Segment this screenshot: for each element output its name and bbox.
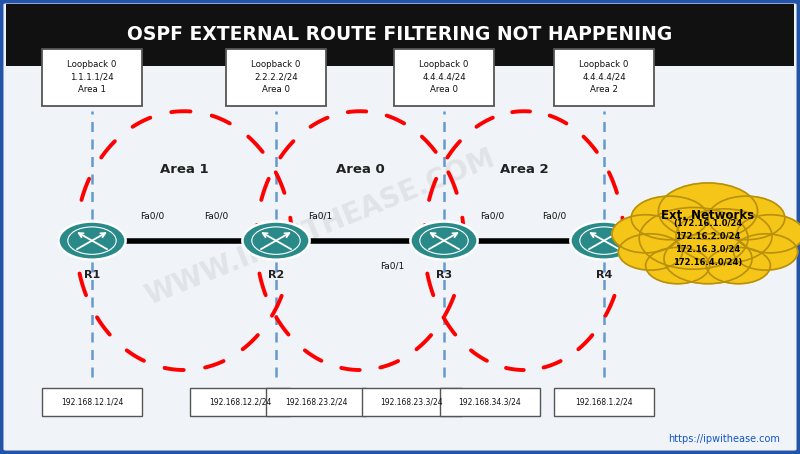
Text: Loopback 0
1.1.1.1/24
Area 1: Loopback 0 1.1.1.1/24 Area 1 xyxy=(67,60,117,94)
Text: R3: R3 xyxy=(436,270,452,280)
Text: R2: R2 xyxy=(268,270,284,280)
Text: Area 1: Area 1 xyxy=(160,163,208,176)
Circle shape xyxy=(631,196,708,240)
FancyBboxPatch shape xyxy=(266,388,366,416)
Text: Area 0: Area 0 xyxy=(336,163,384,176)
Text: Area 2: Area 2 xyxy=(500,163,548,176)
Circle shape xyxy=(658,183,758,239)
Text: 192.168.34.3/24: 192.168.34.3/24 xyxy=(458,397,521,406)
Text: 192.168.23.3/24: 192.168.23.3/24 xyxy=(381,397,443,406)
Text: WWW.IPWITHEASE.COM: WWW.IPWITHEASE.COM xyxy=(141,144,499,310)
Circle shape xyxy=(612,215,679,253)
FancyBboxPatch shape xyxy=(226,49,326,105)
Circle shape xyxy=(242,222,310,260)
Circle shape xyxy=(646,247,710,284)
Circle shape xyxy=(58,222,126,260)
Circle shape xyxy=(676,209,772,263)
FancyBboxPatch shape xyxy=(42,49,142,105)
Text: OSPF EXTERNAL ROUTE FILTERING NOT HAPPENING: OSPF EXTERNAL ROUTE FILTERING NOT HAPPEN… xyxy=(127,25,673,44)
Circle shape xyxy=(570,222,638,260)
FancyBboxPatch shape xyxy=(6,4,794,66)
Circle shape xyxy=(737,215,800,253)
Text: Fa0/1: Fa0/1 xyxy=(308,211,332,220)
Text: Fa0/0: Fa0/0 xyxy=(480,211,504,220)
Text: Fa0/0: Fa0/0 xyxy=(542,211,566,220)
FancyBboxPatch shape xyxy=(362,388,462,416)
Text: (172.16.1.0/24
172.16.2.0/24
172.16.3.0/24
172.16.4.0/24): (172.16.1.0/24 172.16.2.0/24 172.16.3.0/… xyxy=(674,219,742,266)
Text: Fa0/0: Fa0/0 xyxy=(140,211,164,220)
Circle shape xyxy=(410,222,478,260)
FancyBboxPatch shape xyxy=(554,388,654,416)
Text: 192.168.23.2/24: 192.168.23.2/24 xyxy=(285,397,347,406)
Text: Fa0/1: Fa0/1 xyxy=(380,261,404,270)
FancyBboxPatch shape xyxy=(42,388,142,416)
Text: Fa0/0: Fa0/0 xyxy=(204,211,228,220)
Circle shape xyxy=(706,247,770,284)
Circle shape xyxy=(708,196,785,240)
FancyBboxPatch shape xyxy=(440,388,539,416)
Text: Ext. Networks: Ext. Networks xyxy=(662,209,754,222)
FancyBboxPatch shape xyxy=(394,49,494,105)
Circle shape xyxy=(639,207,748,269)
Circle shape xyxy=(734,234,798,270)
Text: https://ipwithease.com: https://ipwithease.com xyxy=(668,434,780,444)
Circle shape xyxy=(664,234,752,284)
Text: 192.168.12.1/24: 192.168.12.1/24 xyxy=(61,397,123,406)
Circle shape xyxy=(618,234,682,270)
Text: Loopback 0
4.4.4.4/24
Area 2: Loopback 0 4.4.4.4/24 Area 2 xyxy=(579,60,629,94)
FancyBboxPatch shape xyxy=(0,0,800,454)
Text: Loopback 0
4.4.4.4/24
Area 0: Loopback 0 4.4.4.4/24 Area 0 xyxy=(419,60,469,94)
Text: R4: R4 xyxy=(596,270,612,280)
Text: R1: R1 xyxy=(84,270,100,280)
Text: 192.168.12.2/24: 192.168.12.2/24 xyxy=(209,397,271,406)
FancyBboxPatch shape xyxy=(554,49,654,105)
Text: Loopback 0
2.2.2.2/24
Area 0: Loopback 0 2.2.2.2/24 Area 0 xyxy=(251,60,301,94)
Text: 192.168.1.2/24: 192.168.1.2/24 xyxy=(575,397,633,406)
FancyBboxPatch shape xyxy=(190,388,290,416)
